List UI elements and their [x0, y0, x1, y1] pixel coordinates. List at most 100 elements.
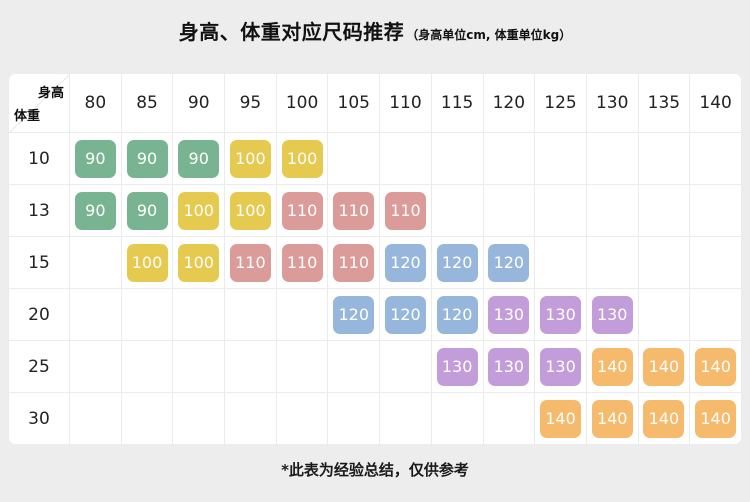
size-cell: 140 [585, 340, 639, 393]
size-cell [534, 184, 587, 237]
size-badge: 140 [591, 399, 633, 438]
row-header: 13 [8, 184, 70, 237]
size-badge: 110 [333, 191, 375, 230]
size-badge: 90 [74, 191, 116, 230]
size-badge: 130 [488, 347, 530, 386]
size-badge: 130 [488, 295, 530, 334]
size-cell [120, 392, 174, 445]
size-cell [534, 132, 587, 185]
size-cell [275, 392, 329, 445]
size-cell [482, 132, 536, 185]
size-cell [224, 340, 277, 393]
size-cell: 100 [172, 236, 226, 289]
size-badge: 120 [436, 295, 478, 334]
size-cell [585, 236, 639, 289]
size-cell [689, 132, 742, 185]
size-cell: 130 [482, 340, 536, 393]
size-badge: 140 [591, 347, 633, 386]
size-cell: 120 [379, 236, 432, 289]
size-badge: 140 [540, 399, 582, 438]
size-cell [534, 236, 587, 289]
column-header: 95 [224, 73, 277, 133]
size-badge: 100 [126, 243, 168, 282]
size-cell [637, 184, 691, 237]
size-cell: 130 [534, 288, 587, 341]
size-cell: 140 [534, 392, 587, 445]
size-chart-card: 身高 体重 80 85 90 95 100 105 110 115 120 125 130 135 140 1… [8, 73, 742, 445]
size-badge: 110 [229, 243, 271, 282]
size-cell [637, 236, 691, 289]
size-badge: 110 [281, 191, 323, 230]
size-cell: 120 [430, 236, 484, 289]
size-cell [275, 288, 329, 341]
size-cell [379, 340, 432, 393]
size-badge: 120 [436, 243, 478, 282]
size-cell [585, 184, 639, 237]
row-header: 10 [8, 132, 70, 185]
size-badge: 140 [643, 347, 685, 386]
table-row: 15 100 100 110 110 110 120 120 120 [8, 236, 742, 289]
size-cell [120, 340, 174, 393]
size-cell: 130 [534, 340, 587, 393]
size-cell: 130 [585, 288, 639, 341]
corner-cell: 身高 体重 [8, 73, 70, 133]
row-header: 30 [8, 392, 70, 445]
column-header: 100 [275, 73, 329, 133]
footer-note: *此表为经验总结，仅供参考 [281, 461, 469, 479]
size-cell [585, 132, 639, 185]
size-cell: 120 [430, 288, 484, 341]
size-cell: 90 [172, 132, 226, 185]
page-title-area: 身高、体重对应尺码推荐 （身高单位cm, 体重单位kg） [0, 0, 750, 45]
table-row: 13 90 90 100 100 110 110 110 [8, 184, 742, 237]
size-cell [689, 288, 742, 341]
size-cell: 90 [120, 184, 174, 237]
size-cell [69, 236, 122, 289]
size-badge: 140 [695, 399, 737, 438]
column-header: 90 [172, 73, 226, 133]
size-cell: 100 [275, 132, 329, 185]
size-cell [120, 288, 174, 341]
size-cell [69, 392, 122, 445]
column-header: 130 [585, 73, 639, 133]
size-cell [482, 184, 536, 237]
size-badge: 110 [333, 243, 375, 282]
size-cell [69, 288, 122, 341]
size-badge: 90 [126, 139, 168, 178]
column-header: 115 [430, 73, 484, 133]
column-header: 110 [379, 73, 432, 133]
size-cell: 100 [224, 132, 277, 185]
size-badge: 100 [178, 191, 220, 230]
size-badge: 110 [384, 191, 426, 230]
column-header: 125 [534, 73, 587, 133]
size-cell: 90 [69, 132, 122, 185]
page-subtitle: （身高单位cm, 体重单位kg） [406, 28, 572, 42]
size-cell [482, 392, 536, 445]
table-row: 30 140 140 140 140 [8, 392, 742, 445]
size-cell: 100 [172, 184, 226, 237]
size-cell [379, 132, 432, 185]
row-header: 15 [8, 236, 70, 289]
column-header: 120 [482, 73, 536, 133]
size-cell: 140 [637, 392, 691, 445]
size-cell [689, 236, 742, 289]
column-header: 140 [689, 73, 742, 133]
column-header: 105 [327, 73, 381, 133]
size-badge: 90 [126, 191, 168, 230]
size-cell [637, 288, 691, 341]
page-title: 身高、体重对应尺码推荐 [178, 20, 405, 44]
table-row: 25 130 130 130 140 140 140 [8, 340, 742, 393]
size-cell: 100 [224, 184, 277, 237]
size-badge: 120 [384, 243, 426, 282]
size-cell: 140 [689, 392, 742, 445]
header-row: 身高 体重 80 85 90 95 100 105 110 115 120 125 130 135 140 [8, 73, 742, 133]
size-cell [689, 184, 742, 237]
size-badge: 130 [591, 295, 633, 334]
size-badge: 90 [178, 139, 220, 178]
size-badge: 130 [540, 347, 582, 386]
column-header: 85 [120, 73, 174, 133]
column-header: 135 [637, 73, 691, 133]
size-badge: 100 [229, 191, 271, 230]
size-badge: 140 [643, 399, 685, 438]
size-badge: 130 [540, 295, 582, 334]
size-badge: 120 [488, 243, 530, 282]
